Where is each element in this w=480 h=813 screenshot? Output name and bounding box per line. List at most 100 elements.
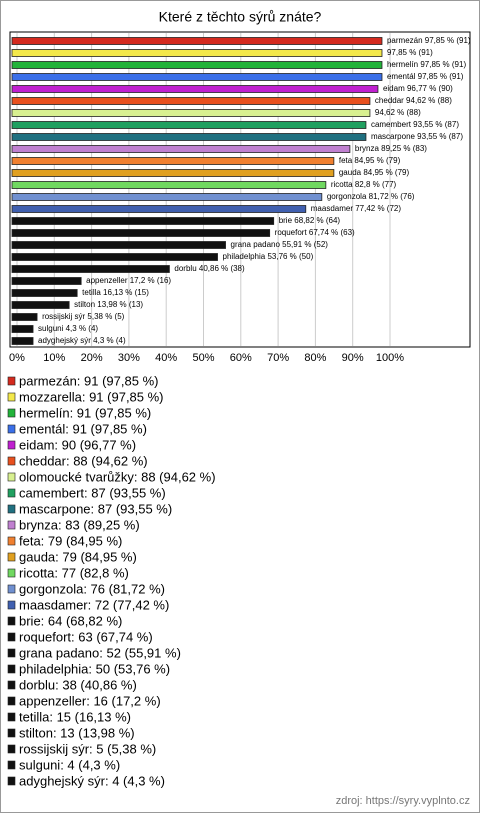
legend-swatch	[7, 520, 16, 530]
x-tick-label: 90%	[342, 352, 364, 364]
legend-label: mascarpone: 87 (93,55 %)	[19, 501, 172, 516]
bar	[11, 73, 383, 81]
bar-label: gorgonzola 81,72 % (76)	[327, 192, 415, 201]
x-tick-label: 50%	[192, 352, 214, 364]
legend-label: maasdamer: 72 (77,42 %)	[19, 597, 169, 612]
bar-label: ricotta 82,8 % (77)	[331, 180, 397, 189]
plot-area	[9, 31, 471, 348]
legend-label: brie: 64 (68,82 %)	[19, 613, 122, 628]
bar	[11, 61, 383, 69]
x-tick-label: 60%	[230, 352, 252, 364]
x-tick-label: 20%	[81, 352, 103, 364]
bar	[11, 121, 367, 129]
bar-label: philadelphia 53,76 % (50)	[223, 252, 314, 261]
bar	[11, 205, 307, 213]
x-tick-label: 10%	[43, 352, 65, 364]
legend-swatch	[7, 680, 16, 690]
bar	[11, 169, 335, 177]
legend-label: grana padano: 52 (55,91 %)	[19, 645, 181, 660]
bar	[11, 181, 327, 189]
legend-swatch	[7, 712, 16, 722]
x-tick-label: 0%	[9, 352, 25, 364]
legend-swatch	[7, 600, 16, 610]
bar-label: rossijskij sýr 5,38 % (5)	[42, 312, 125, 321]
bar	[11, 253, 218, 261]
legend-label: hermelín: 91 (97,85 %)	[19, 405, 151, 420]
bar	[11, 133, 367, 141]
legend-label: rossijskij sýr: 5 (5,38 %)	[19, 741, 156, 756]
bar	[11, 37, 383, 45]
bar	[11, 289, 78, 297]
legend-swatch	[7, 632, 16, 642]
legend-swatch	[7, 392, 16, 402]
bar-label: camembert 93,55 % (87)	[371, 120, 459, 129]
legend-swatch	[7, 536, 16, 546]
bar	[11, 97, 371, 105]
legend-label: ricotta: 77 (82,8 %)	[19, 565, 129, 580]
legend-swatch	[7, 424, 16, 434]
bar	[11, 313, 38, 321]
legend-label: gauda: 79 (84,95 %)	[19, 549, 137, 564]
legend-label: dorblu: 38 (40,86 %)	[19, 677, 137, 692]
legend-swatch	[7, 776, 16, 786]
bar	[11, 145, 351, 153]
legend-label: stilton: 13 (13,98 %)	[19, 725, 135, 740]
bar	[11, 193, 323, 201]
bar-label: 94,62 % (88)	[375, 108, 421, 117]
legend-label: tetilla: 15 (16,13 %)	[19, 709, 131, 724]
bar-label: maasdamer 77,42 % (72)	[311, 204, 402, 213]
x-tick-label: 100%	[376, 352, 404, 364]
bar-label: eidam 96,77 % (90)	[383, 84, 453, 93]
bar-label: appenzeller 17,2 % (16)	[86, 276, 171, 285]
bar	[11, 301, 70, 309]
legend-label: mozzarella: 91 (97,85 %)	[19, 389, 164, 404]
source: zdroj: https://syry.vyplnto.cz	[336, 795, 470, 807]
bar	[11, 49, 383, 57]
bar-label: roquefort 67,74 % (63)	[275, 228, 355, 237]
legend-label: cheddar: 88 (94,62 %)	[19, 453, 148, 468]
bar-label: hermelín 97,85 % (91)	[387, 60, 466, 69]
legend-swatch	[7, 472, 16, 482]
legend-swatch	[7, 488, 16, 498]
bar-label: ementál 97,85 % (91)	[387, 72, 464, 81]
legend-swatch	[7, 408, 16, 418]
bar-label: dorblu 40,86 % (38)	[174, 264, 245, 273]
legend-label: sulguni: 4 (4,3 %)	[19, 757, 120, 772]
legend-label: gorgonzola: 76 (81,72 %)	[19, 581, 165, 596]
bar	[11, 85, 379, 93]
legend-swatch	[7, 664, 16, 674]
legend-swatch	[7, 376, 16, 386]
bar-label: cheddar 94,62 % (88)	[375, 96, 452, 105]
bar-label: mascarpone 93,55 % (87)	[371, 132, 463, 141]
bar-label: adyghejský sýr 4,3 % (4)	[38, 336, 126, 345]
x-tick-label: 70%	[267, 352, 289, 364]
legend-swatch	[7, 616, 16, 626]
legend-swatch	[7, 584, 16, 594]
legend-label: brynza: 83 (89,25 %)	[19, 517, 140, 532]
legend-swatch	[7, 568, 16, 578]
bar-label: grana padano 55,91 % (52)	[231, 240, 329, 249]
bar-label: brie 68,82 % (64)	[279, 216, 341, 225]
chart-title: Které z těchto sýrů znáte?	[159, 9, 322, 25]
legend-label: appenzeller: 16 (17,2 %)	[19, 693, 161, 708]
legend-label: feta: 79 (84,95 %)	[19, 533, 122, 548]
legend-label: camembert: 87 (93,55 %)	[19, 485, 166, 500]
legend-label: eidam: 90 (96,77 %)	[19, 437, 136, 452]
legend-swatch	[7, 552, 16, 562]
bar-label: 97,85 % (91)	[387, 48, 433, 57]
legend-label: ementál: 91 (97,85 %)	[19, 421, 147, 436]
bar-label: feta 84,95 % (79)	[339, 156, 401, 165]
bar	[11, 325, 34, 333]
bar	[11, 109, 371, 117]
legend-swatch	[7, 440, 16, 450]
bar-label: parmezán 97,85 % (91)	[387, 36, 471, 45]
legend-label: roquefort: 63 (67,74 %)	[19, 629, 153, 644]
legend-swatch	[7, 456, 16, 466]
bar	[11, 229, 271, 237]
legend-swatch	[7, 504, 16, 514]
legend-swatch	[7, 696, 16, 706]
bar-label: gauda 84,95 % (79)	[339, 168, 410, 177]
x-tick-label: 80%	[304, 352, 326, 364]
x-tick-label: 40%	[155, 352, 177, 364]
